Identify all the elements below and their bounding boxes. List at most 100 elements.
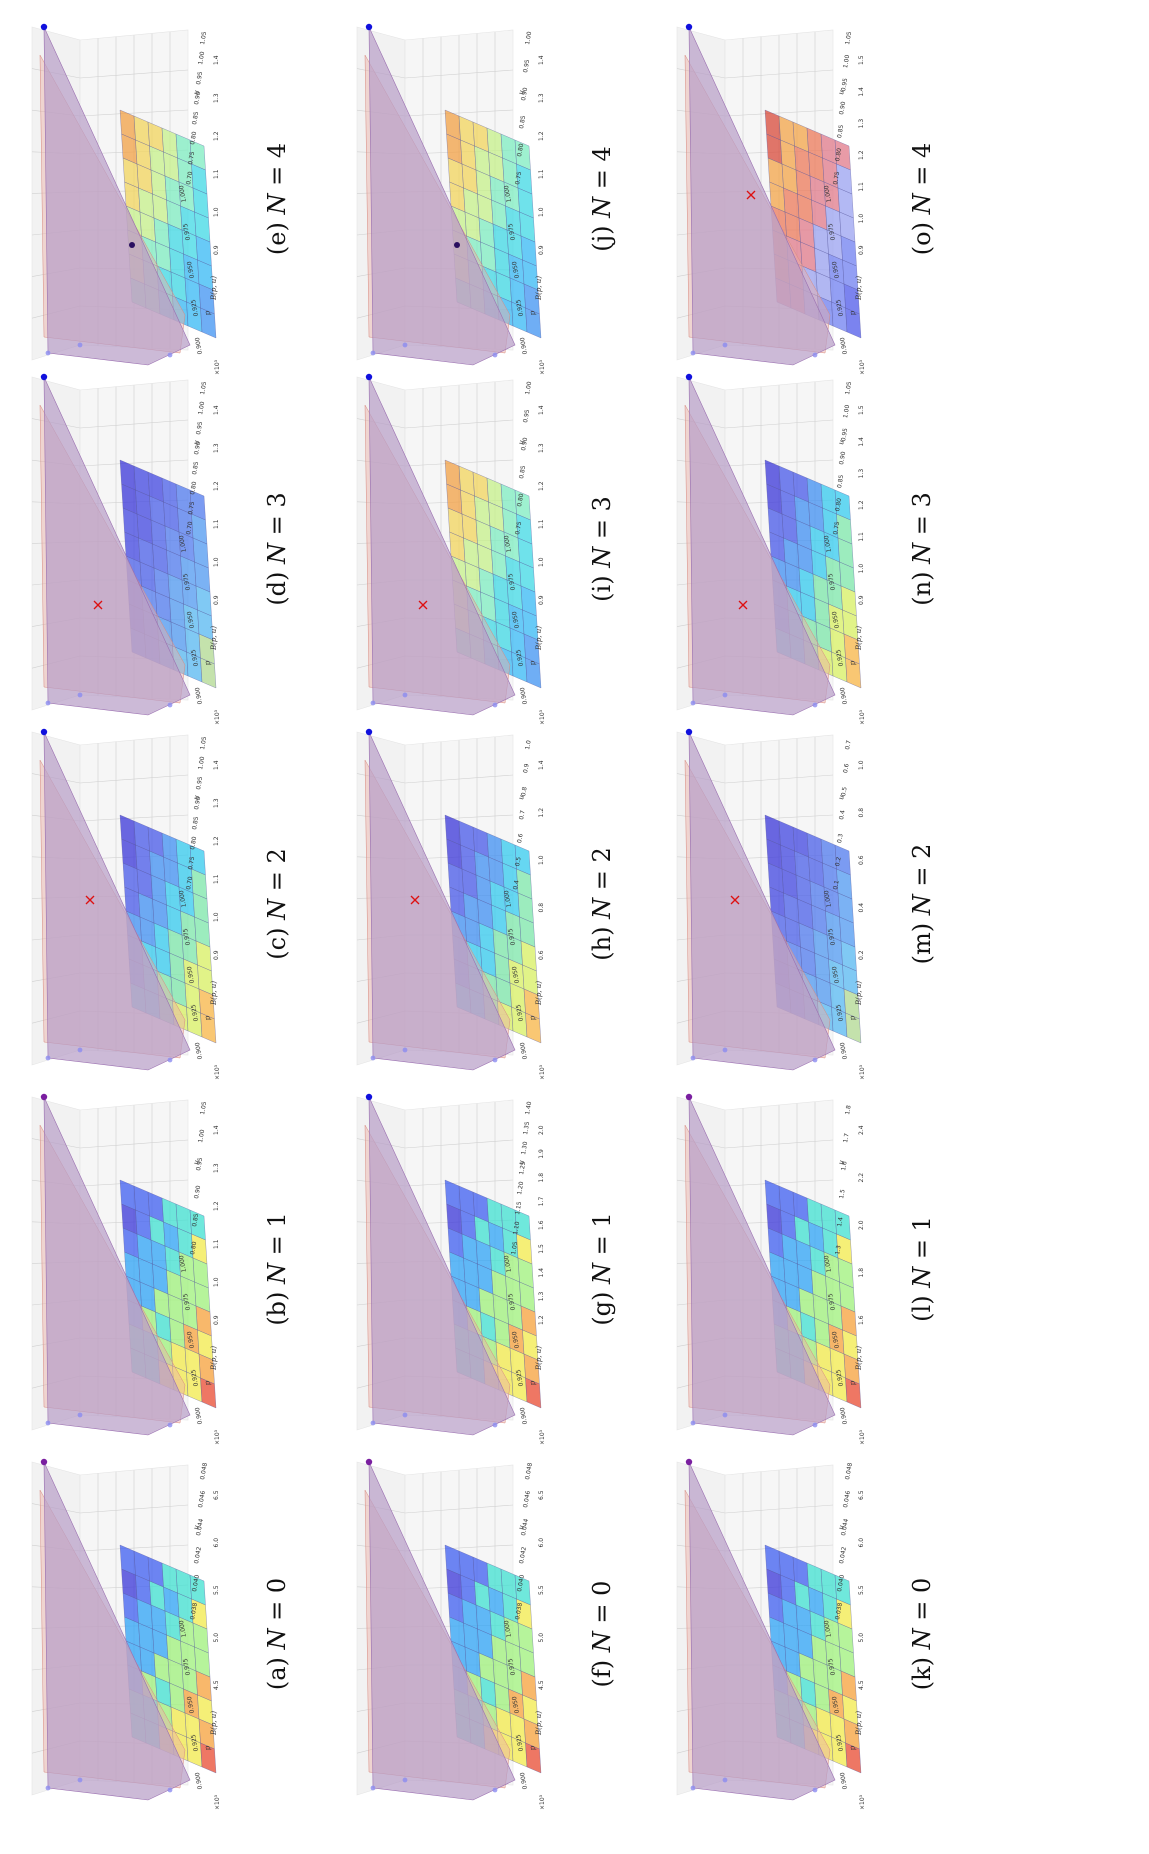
u-tick-label: 1.35	[522, 1121, 531, 1136]
p-axis-label: p	[848, 660, 857, 666]
u-tick-label: 0.95	[195, 1157, 204, 1172]
z-axis-label: B(p, u)	[210, 1346, 218, 1371]
u-tick-label: 0.75	[832, 171, 841, 186]
caption-text: (g) N = 1	[588, 1212, 616, 1325]
surface-patch	[845, 1012, 862, 1044]
plot-panel-a: 6.5 6.0 5.5 5.0 4.5 B(p, u) ×10³ 0.048 0.046 0.04…	[20, 1450, 230, 1817]
caption-value: = 0	[263, 1577, 291, 1628]
p-tick-label: 0.975	[182, 223, 192, 241]
bound-plane	[688, 1461, 836, 1801]
z-tick-label: 1.2	[538, 808, 545, 818]
u-axis-label: u	[837, 1159, 846, 1165]
plot-panel-f: 6.5 6.0 5.5 5.0 4.5 B(p, u) ×10³ 0.048 0.046 0.04…	[345, 1450, 555, 1817]
panel-caption: (m) N = 2	[892, 720, 952, 1087]
p-tick-label: 0.950	[186, 966, 196, 984]
p-axis-label: p	[528, 1745, 537, 1751]
p-tick-label: 0.900	[519, 337, 529, 355]
u-tick-label: 0.80	[516, 143, 525, 158]
optimum-marker	[746, 190, 756, 200]
optimum-marker	[730, 895, 740, 905]
surface-plot-svg: 2.0 1.9 1.8 1.7 1.6 1.5 1.4 1.3 1.2 B(p, u) ×10³ 1.…	[356, 1093, 546, 1445]
bound-plane	[368, 731, 516, 1071]
u-axis-label: u	[517, 439, 526, 445]
caption-label: (j)	[588, 217, 616, 252]
z-tick-label: 1.0	[538, 207, 545, 217]
exponent-label: ×10³	[214, 709, 221, 725]
caption-value: = 2	[263, 847, 291, 899]
plot-panel-d: 1.4 1.3 1.2 1.1 1.0 0.9 B(p, u) ×10³ 1.05 1.00 0.9…	[20, 365, 230, 732]
corner-point	[402, 1047, 408, 1053]
plot-panel-c: 1.4 1.3 1.2 1.1 1.0 0.9 B(p, u) ×10³ 1.05 1.00 0.9…	[20, 720, 230, 1087]
z-tick-label: 0.8	[858, 808, 865, 818]
z-tick-label: 1.3	[213, 93, 220, 103]
optimum-marker	[410, 895, 420, 905]
caption-text: (d) N = 3	[263, 492, 291, 605]
z-tick-label: 1.0	[858, 564, 865, 574]
surface-plot-svg: 1.0 0.8 0.6 0.4 0.2 B(p, u) ×10³ 0.7 0.6 0.5 0.4 0.…	[676, 728, 866, 1080]
p-tick-label: 0.975	[182, 1658, 192, 1676]
caption-value: = 3	[263, 491, 291, 543]
corner-point	[45, 350, 51, 356]
corner-point	[167, 1057, 173, 1063]
z-tick-label: 6.5	[538, 1490, 545, 1500]
u-axis-label: u	[192, 89, 201, 95]
corner-point	[40, 728, 48, 736]
p-tick-label: 0.925	[190, 1004, 200, 1022]
panel-caption: (e) N = 4	[247, 15, 307, 382]
u-tick-label: 0.046	[197, 1490, 207, 1508]
corner-point	[685, 728, 693, 736]
caption-text: (m) N = 2	[908, 843, 936, 964]
caption-label: (b)	[263, 1283, 291, 1326]
z-tick-label: 0.9	[213, 1315, 220, 1325]
p-axis-label: p	[848, 310, 857, 316]
z-tick-label: 1.4	[538, 760, 545, 770]
p-tick-label: 0.950	[186, 1331, 196, 1349]
z-axis-label: B(p, u)	[855, 626, 863, 651]
p-tick-label: 0.900	[519, 687, 529, 705]
panel-caption: (b) N = 1	[247, 1085, 307, 1452]
u-tick-label: 0.90	[838, 101, 847, 116]
z-axis-label: B(p, u)	[535, 1711, 543, 1736]
z-tick-label: 1.3	[213, 1163, 220, 1173]
z-tick-label: 5.5	[858, 1585, 865, 1595]
u-tick-label: 0.75	[187, 856, 196, 871]
u-tick-label: 0.85	[518, 115, 527, 130]
p-tick-label: 0.925	[515, 299, 525, 317]
plot-panel-l: 2.4 2.2 2.0 1.8 1.6 B(p, u) ×10³ 1.8 1.7 1.6 1.5 1.…	[665, 1085, 875, 1452]
bound-plane	[688, 376, 836, 716]
caption-variable: N	[263, 193, 291, 215]
corner-point	[45, 700, 51, 706]
p-tick-label: 0.950	[186, 261, 196, 279]
p-tick-label: 1.000	[178, 1255, 188, 1273]
z-tick-label: 2.0	[538, 1125, 545, 1135]
p-tick-label: 0.900	[839, 1407, 849, 1425]
p-axis-label: p	[528, 1380, 537, 1386]
corner-point	[365, 373, 373, 381]
u-tick-label: 0.95	[522, 409, 531, 424]
z-tick-label: 1.3	[213, 798, 220, 808]
z-tick-label: 1.4	[858, 437, 865, 447]
p-tick-label: 0.950	[831, 1696, 841, 1714]
z-axis-label: B(p, u)	[535, 981, 543, 1006]
caption-text: (a) N = 0	[263, 1577, 291, 1689]
u-tick-label: 0.042	[193, 1546, 203, 1564]
corner-point	[690, 1785, 696, 1791]
u-tick-label: 1.3	[834, 1245, 843, 1256]
z-tick-label: 0.9	[213, 595, 220, 605]
z-tick-label: 6.5	[858, 1490, 865, 1500]
corner-point	[77, 1777, 83, 1783]
p-tick-label: 0.975	[827, 223, 837, 241]
p-axis-label: p	[203, 660, 212, 666]
plot-panel-b: 1.4 1.3 1.2 1.1 1.0 0.9 B(p, u) ×10³ 1.05 1.00 0.9…	[20, 1085, 230, 1452]
bound-plane	[43, 376, 191, 716]
u-tick-label: 0.70	[185, 876, 194, 891]
p-tick-label: 0.925	[835, 299, 845, 317]
exponent-label: ×10³	[859, 1794, 866, 1810]
z-tick-label: 1.1	[858, 182, 865, 192]
z-axis-label: B(p, u)	[855, 981, 863, 1006]
u-tick-label: 1.05	[199, 31, 208, 46]
p-tick-label: 1.000	[823, 890, 833, 908]
caption-text: (f) N = 0	[588, 1580, 616, 1687]
exponent-label: ×10³	[859, 709, 866, 725]
